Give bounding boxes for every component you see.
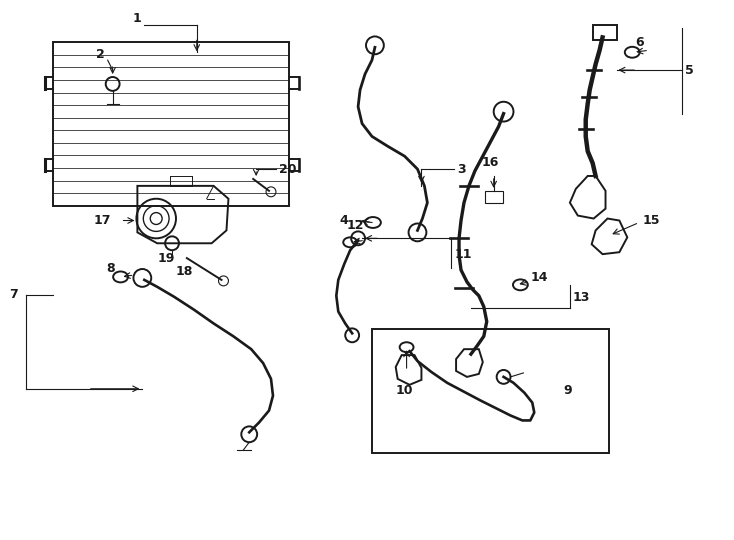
Text: 6: 6: [635, 36, 644, 49]
Text: 3: 3: [457, 163, 465, 176]
Bar: [592, 24, 617, 40]
Text: 16: 16: [482, 156, 499, 169]
Text: 18: 18: [175, 266, 192, 279]
Text: 7: 7: [9, 288, 18, 301]
Text: 4: 4: [339, 214, 348, 227]
Text: 11: 11: [454, 248, 471, 261]
Text: 12: 12: [346, 219, 364, 232]
Text: 9: 9: [563, 384, 572, 397]
Text: 10: 10: [396, 384, 413, 397]
Text: 2: 2: [96, 48, 105, 60]
Text: 5: 5: [685, 64, 694, 77]
Text: 15: 15: [642, 214, 660, 227]
Text: 17: 17: [93, 214, 111, 227]
Bar: [372, 329, 609, 453]
Text: 13: 13: [573, 291, 590, 304]
Text: 19: 19: [157, 252, 175, 265]
Bar: [484, 191, 503, 202]
Text: 1: 1: [133, 12, 142, 25]
Bar: [54, 42, 288, 206]
Text: 20: 20: [279, 163, 297, 176]
Text: 8: 8: [106, 261, 115, 274]
Text: 14: 14: [530, 272, 548, 285]
